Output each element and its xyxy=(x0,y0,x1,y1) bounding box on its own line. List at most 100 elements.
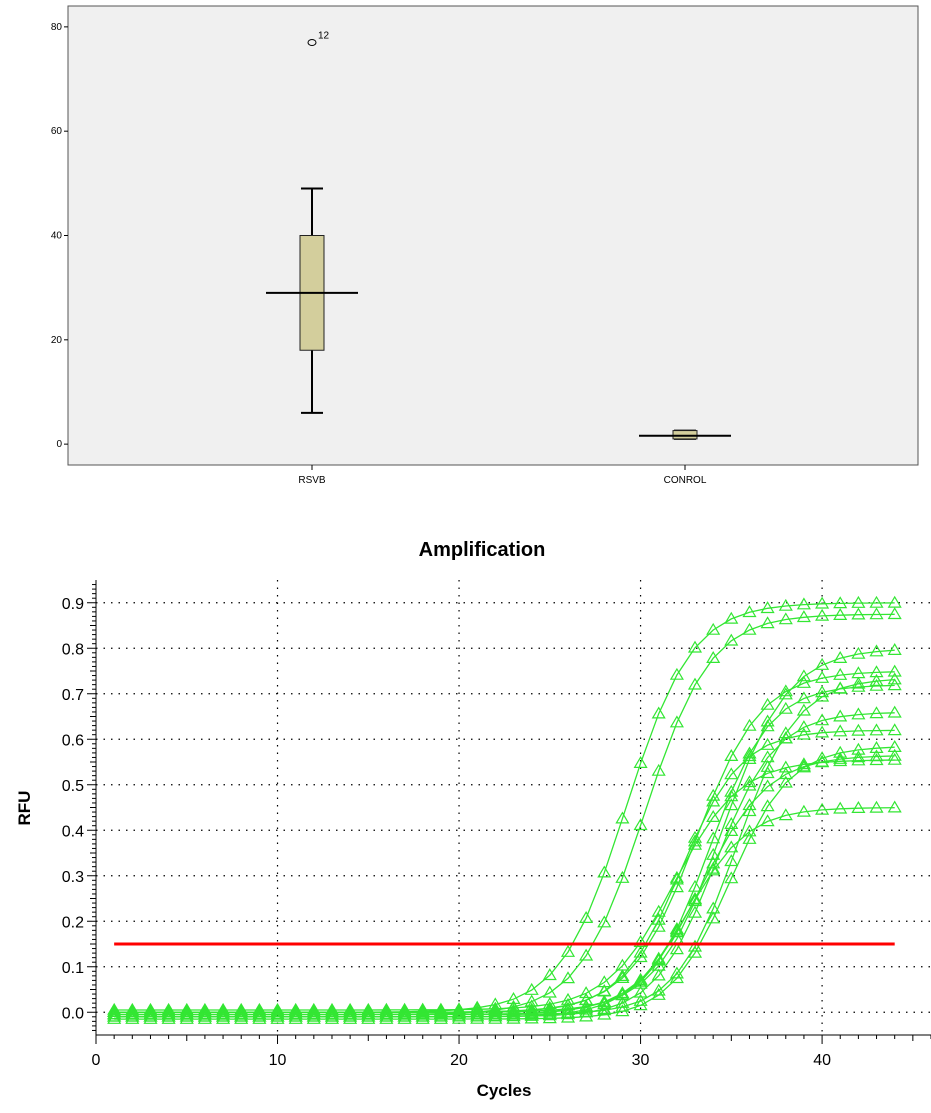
x-tick-label: RSVB xyxy=(298,475,326,486)
data-point-marker xyxy=(833,667,848,680)
data-point-marker xyxy=(397,1005,412,1018)
data-point-marker xyxy=(633,985,648,998)
data-point-marker xyxy=(869,749,884,762)
data-point-marker xyxy=(633,998,648,1011)
data-point-marker xyxy=(270,1007,285,1020)
data-point-marker xyxy=(851,801,866,814)
data-point-marker xyxy=(361,1005,376,1018)
data-point-marker xyxy=(633,993,648,1006)
data-point-marker xyxy=(669,942,684,955)
data-point-marker xyxy=(470,1007,485,1020)
data-point-marker xyxy=(833,801,848,814)
data-point-marker xyxy=(742,622,757,635)
amplification-grid xyxy=(96,580,931,1035)
data-point-marker xyxy=(887,643,902,656)
data-point-marker xyxy=(197,1007,212,1020)
data-point-marker xyxy=(470,1004,485,1017)
data-point-marker xyxy=(815,608,830,621)
data-point-marker xyxy=(706,831,721,844)
data-point-marker xyxy=(796,703,811,716)
data-point-marker xyxy=(306,1005,321,1018)
data-point-marker xyxy=(451,1007,467,1020)
data-point-marker xyxy=(270,1005,285,1018)
data-point-marker xyxy=(125,1005,140,1018)
y-tick-label: 0.0 xyxy=(62,1005,84,1022)
data-point-marker xyxy=(542,1003,557,1016)
data-point-marker xyxy=(796,597,811,610)
x-tick-label: CONROL xyxy=(664,475,707,486)
data-point-marker xyxy=(833,751,848,764)
data-point-marker xyxy=(488,1004,503,1017)
data-point-marker xyxy=(887,723,902,736)
data-point-marker xyxy=(324,1007,340,1020)
data-point-marker xyxy=(433,1007,448,1020)
y-tick-label: 0.7 xyxy=(62,687,84,704)
data-point-marker xyxy=(833,745,848,758)
data-point-marker xyxy=(887,672,902,685)
data-point-marker xyxy=(887,800,902,813)
data-point-marker xyxy=(669,715,684,728)
x-tick-label: 10 xyxy=(269,1052,287,1069)
data-point-marker xyxy=(306,1007,321,1020)
amplification-curve-9 xyxy=(114,712,895,1018)
y-tick-label: 0.5 xyxy=(62,778,84,795)
data-point-marker xyxy=(107,1007,122,1020)
data-point-marker xyxy=(724,854,739,867)
data-point-marker xyxy=(706,911,721,924)
data-point-marker xyxy=(252,1007,267,1020)
data-point-marker xyxy=(724,784,739,797)
data-point-marker xyxy=(833,709,848,722)
data-point-marker xyxy=(706,810,721,823)
outlier-point xyxy=(307,39,317,47)
amplification-curve-12 xyxy=(114,678,895,1016)
data-point-marker xyxy=(234,1007,249,1020)
data-point-marker xyxy=(851,707,866,720)
data-point-marker xyxy=(687,640,703,653)
amplification-curve-7 xyxy=(114,755,895,1016)
data-point-marker xyxy=(687,905,703,918)
data-point-marker xyxy=(760,766,775,779)
data-point-marker xyxy=(542,968,557,981)
data-point-marker xyxy=(143,1007,158,1020)
amplification-series xyxy=(107,595,902,1024)
data-point-marker xyxy=(579,986,594,999)
amplification-curve-3 xyxy=(114,759,895,1011)
data-point-marker xyxy=(451,1011,467,1024)
data-point-marker xyxy=(724,611,739,624)
amplification-curve-8 xyxy=(114,684,895,1013)
y-tick-label: 60 xyxy=(51,126,63,137)
data-point-marker xyxy=(324,1005,340,1018)
data-point-marker xyxy=(343,1007,358,1020)
data-point-marker xyxy=(815,725,830,738)
data-point-marker xyxy=(597,1003,612,1016)
data-point-marker xyxy=(887,748,902,761)
data-point-marker xyxy=(815,657,830,670)
data-point-marker xyxy=(760,714,775,727)
amplification-curve-2 xyxy=(114,613,895,1016)
data-point-marker xyxy=(796,691,811,704)
data-point-marker xyxy=(651,983,666,996)
data-point-marker xyxy=(651,904,666,917)
data-point-marker xyxy=(778,760,793,773)
x-axis-label: Cycles xyxy=(477,1081,532,1100)
data-point-marker xyxy=(869,753,884,766)
data-point-marker xyxy=(724,798,739,811)
data-point-marker xyxy=(651,706,666,719)
data-point-marker xyxy=(706,788,721,801)
data-point-marker xyxy=(651,987,666,1000)
y-tick-label: 0.4 xyxy=(62,823,84,840)
data-point-marker xyxy=(796,720,811,733)
data-point-marker xyxy=(615,988,630,1001)
data-point-marker xyxy=(615,870,630,883)
data-point-marker xyxy=(542,1006,557,1019)
data-point-marker xyxy=(633,756,648,769)
data-point-marker xyxy=(651,763,666,776)
data-point-marker xyxy=(778,775,793,788)
data-point-marker xyxy=(216,1007,231,1020)
data-point-marker xyxy=(833,754,848,767)
data-point-marker xyxy=(343,1005,358,1018)
y-tick-label: 0.3 xyxy=(62,869,84,886)
data-point-marker xyxy=(470,1011,485,1024)
amplification-curve-6 xyxy=(114,671,895,1013)
data-point-marker xyxy=(597,1002,612,1015)
